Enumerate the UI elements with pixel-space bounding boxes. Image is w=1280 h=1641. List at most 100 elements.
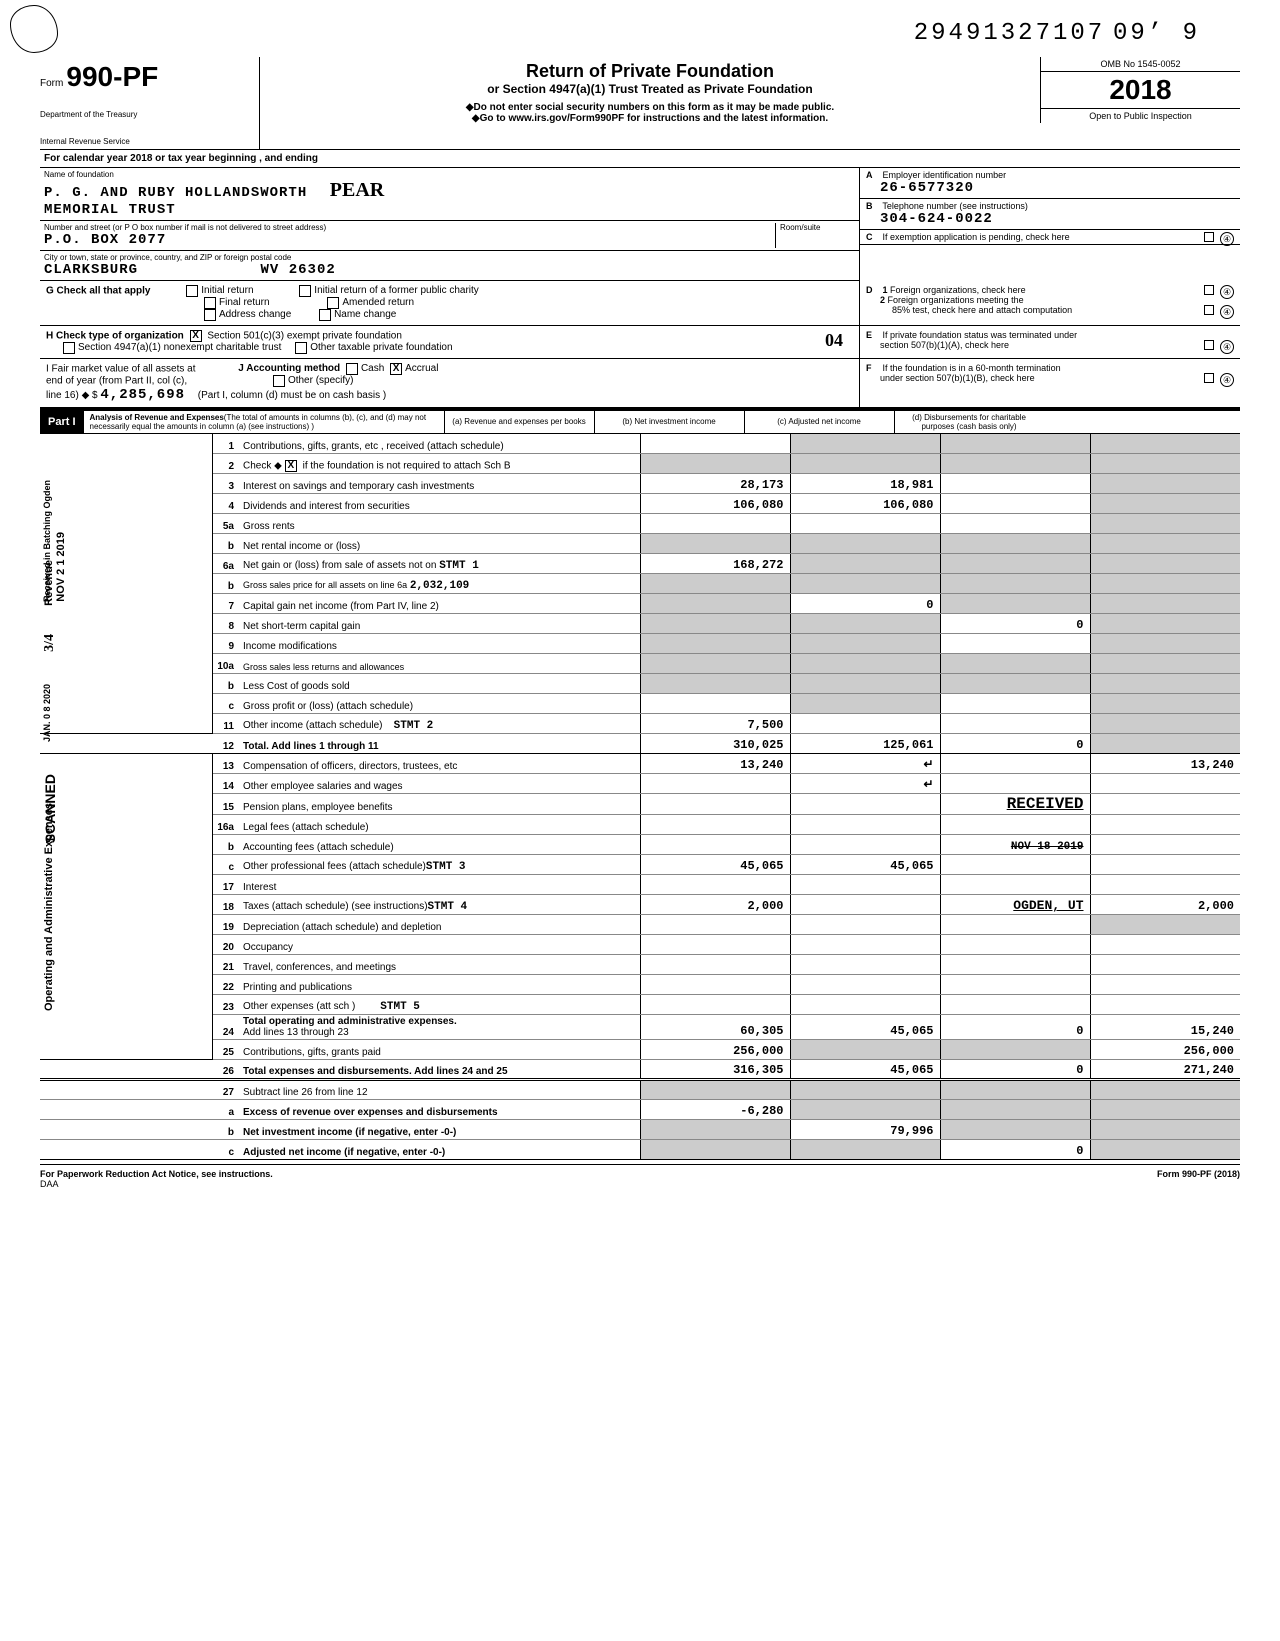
part-1-label: Part I [40,411,84,433]
addr-label: Number and street (or P O box number if … [44,223,775,232]
table-row: 25Contributions, gifts, grants paid256,0… [40,1040,1240,1060]
city-label: City or town, state or province, country… [44,253,855,262]
foundation-name-2: MEMORIAL TRUST [44,202,855,218]
table-row: cOther professional fees (attach schedul… [40,855,1240,875]
handwritten-pear: PEAR [330,179,384,202]
part-1-header: Part I Analysis of Revenue and Expenses(… [40,409,1240,434]
d2-checkbox[interactable] [1204,305,1214,315]
other-method-checkbox[interactable] [273,375,285,387]
part-1-table: Revenue 1Contributions, gifts, grants, e… [40,434,1240,1161]
foundation-name-1: P. G. AND RUBY HOLLANDSWORTH [44,185,307,201]
part-1-desc: Analysis of Revenue and Expenses(The tot… [84,411,444,433]
circled-e: ④ [1220,340,1234,354]
table-row: cGross profit or (loss) (attach schedule… [40,694,1240,714]
table-row: 8Net short-term capital gain0 [40,614,1240,634]
other-taxable-checkbox[interactable] [295,342,307,354]
address-value: P.O. BOX 2077 [44,232,775,248]
document-locator-number: 29491327107 09’ 9 [40,20,1240,47]
circled-f: ④ [1220,373,1234,387]
box-e: E If private foundation status was termi… [860,326,1240,358]
4947-checkbox[interactable] [63,342,75,354]
fmv-value: 4,285,698 [100,387,185,403]
table-row: 10aGross sales less returns and allowanc… [40,654,1240,674]
phone-label: Telephone number (see instructions) [882,201,1028,211]
jan-stamp: JAN. 0 8 2020 [42,684,52,742]
table-row: Operating and Administrative Expenses 13… [40,754,1240,774]
table-row: 19Depreciation (attach schedule) and dep… [40,915,1240,935]
date-stamp: NOV 18 2019 [940,835,1090,855]
table-row: 6aNet gain or (loss) from sale of assets… [40,554,1240,574]
table-row: 9Income modifications [40,634,1240,654]
table-row: bNet investment income (if negative, ent… [40,1120,1240,1140]
dept-treasury: Department of the Treasury [40,111,253,120]
table-row: 27Subtract line 26 from line 12 [40,1080,1240,1100]
initial-return-checkbox[interactable] [186,285,198,297]
table-row: 23Other expenses (att sch ) STMT 5 [40,995,1240,1015]
circled-4: ④ [1220,232,1234,246]
circled-d2: ④ [1220,305,1234,319]
address-change-checkbox[interactable] [204,309,216,321]
paperwork-notice: For Paperwork Reduction Act Notice, see … [40,1169,273,1179]
501c3-checkbox[interactable] [190,330,202,342]
table-row: 24Total operating and administrative exp… [40,1015,1240,1040]
table-row: 21Travel, conferences, and meetings [40,955,1240,975]
table-row: 15Pension plans, employee benefitsRECEIV… [40,794,1240,815]
room-label: Room/suite [780,223,855,232]
ein-value: 26-6577320 [866,180,1234,196]
table-row: 2Check ◆ if the foundation is not requir… [40,454,1240,474]
circled-d1: ④ [1220,285,1234,299]
phone-value: 304-624-0022 [866,211,1234,227]
col-a-header: (a) Revenue and expenses per books [444,411,594,433]
table-row: 3Interest on savings and temporary cash … [40,474,1240,494]
initials-stamp: 3/4 [42,634,58,652]
cash-checkbox[interactable] [346,363,358,375]
table-row: 14Other employee salaries and wages↵ [40,774,1240,794]
sch-b-checkbox[interactable] [285,460,297,472]
box-b: B Telephone number (see instructions) 30… [860,199,1240,230]
initial-former-checkbox[interactable] [299,285,311,297]
d1-checkbox[interactable] [1204,285,1214,295]
box-a: A Employer identification number 26-6577… [860,168,1240,199]
ssn-note: ◆Do not enter social security numbers on… [268,102,1032,113]
form-number: 990-PF [66,61,158,92]
table-row: bAccounting fees (attach schedule)NOV 18… [40,835,1240,855]
box-c-checkbox[interactable] [1204,232,1214,242]
table-row: 20Occupancy [40,935,1240,955]
table-row: bLess Cost of goods sold [40,674,1240,694]
open-inspection: Open to Public Inspection [1041,109,1240,123]
calendar-year-row: For calendar year 2018 or tax year begin… [40,150,1240,168]
table-row: 17Interest [40,875,1240,895]
page-footer: For Paperwork Reduction Act Notice, see … [40,1164,1240,1179]
url-note: ◆Go to www.irs.gov/Form990PF for instruc… [268,113,1032,124]
city-value: CLARKSBURG [44,262,138,278]
accrual-checkbox[interactable] [390,363,402,375]
table-row: bNet rental income or (loss) [40,534,1240,554]
col-d-header: (d) Disbursements for charitable purpose… [894,411,1044,433]
form-prefix: Form [40,78,63,89]
table-row: Revenue 1Contributions, gifts, grants, e… [40,434,1240,454]
received-stamp: RECEIVED [1007,795,1084,813]
f-checkbox[interactable] [1204,373,1214,383]
revenue-section-label: Revenue [43,560,67,606]
handwritten-04: 04 [825,330,843,351]
state-zip: WV 26302 [261,262,336,278]
box-c: C If exemption application is pending, c… [860,230,1240,245]
g-d-row: G Check all that apply Initial return In… [40,281,1240,326]
e-checkbox[interactable] [1204,340,1214,350]
box-g: G Check all that apply Initial return In… [40,281,860,325]
opex-section-label: Operating and Administrative Expenses [43,803,67,1011]
tax-year: 2018 [1041,72,1240,109]
form-title: Return of Private Foundation [268,61,1032,82]
box-d: D 1 Foreign organizations, check here ④ … [860,281,1240,325]
irs-label: Internal Revenue Service [40,138,253,147]
address-cell: Number and street (or P O box number if … [40,221,859,251]
col-c-header: (c) Adjusted net income [744,411,894,433]
ogden-stamp: OGDEN, UT [1013,898,1083,913]
table-row: 26Total expenses and disbursements. Add … [40,1060,1240,1080]
table-row: 12Total. Add lines 1 through 11310,02512… [40,734,1240,754]
final-return-checkbox[interactable] [204,297,216,309]
foundation-name-cell: Name of foundation P. G. AND RUBY HOLLAN… [40,168,859,221]
amended-checkbox[interactable] [327,297,339,309]
name-change-checkbox[interactable] [319,309,331,321]
table-row: 16aLegal fees (attach schedule) [40,815,1240,835]
